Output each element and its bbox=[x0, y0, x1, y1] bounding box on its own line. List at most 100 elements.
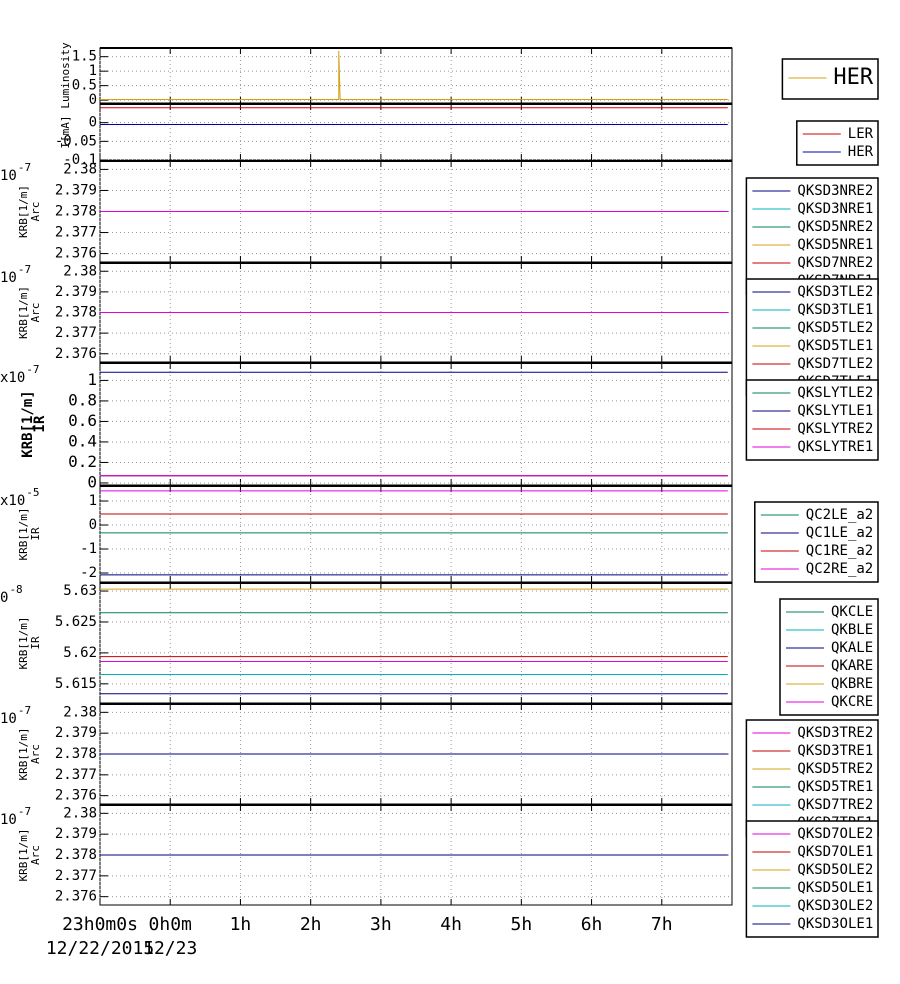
y-tick-label: 2.377 bbox=[55, 325, 97, 341]
y-tick-label: 2.379 bbox=[55, 725, 97, 741]
y-tick-label: 2.376 bbox=[55, 246, 97, 262]
legend-label: QKSLYTRE1 bbox=[797, 439, 873, 455]
y-tick-label: 2.38 bbox=[63, 805, 97, 821]
legend-label: QKBLE bbox=[831, 622, 873, 638]
y-scale-base: 10 bbox=[0, 711, 17, 727]
y-tick-label: 0 bbox=[89, 115, 97, 131]
legend-box bbox=[779, 598, 879, 716]
y-axis-label: KRB[1/m] bbox=[17, 617, 30, 670]
y-scale-base: 10 bbox=[0, 270, 17, 286]
y-tick-label: 1 bbox=[87, 370, 97, 389]
legend-box bbox=[745, 278, 879, 396]
y-tick-label: 0 bbox=[89, 92, 97, 108]
legend-label: QKSD5OLE1 bbox=[797, 880, 873, 896]
y-axis-label: KRB[1/m] bbox=[20, 390, 36, 457]
legend-label: QC2LE_a2 bbox=[806, 507, 873, 523]
y-tick-label: 0.6 bbox=[68, 411, 97, 430]
y-tick-label: 2.378 bbox=[55, 746, 97, 762]
x-tick-label: 23h0m0s bbox=[62, 914, 138, 935]
legend-label: QKSD5NRE2 bbox=[797, 219, 873, 235]
y-scale-exponent: -7 bbox=[18, 805, 31, 818]
x-tick-label: 2h bbox=[300, 914, 322, 935]
y-tick-label: 2.379 bbox=[55, 182, 97, 198]
y-tick-label: 2.379 bbox=[55, 284, 97, 300]
legend: HER bbox=[781, 58, 879, 100]
y-tick-label: 0.2 bbox=[68, 452, 97, 471]
legend: QKSD3TRE2 QKSD3TRE1 QKSD5TRE2 QKSD5TRE1 QKSD… bbox=[745, 719, 879, 837]
y-axis-label: I[mA] bbox=[59, 115, 72, 148]
legend-box bbox=[745, 719, 879, 837]
y-tick-label: 5.625 bbox=[55, 614, 97, 630]
x-tick-label: 0h0m bbox=[149, 914, 192, 935]
legend-label: QKSD5TLE1 bbox=[797, 338, 873, 354]
y-tick-label: 1 bbox=[89, 493, 97, 509]
y-axis-label: KRB[1/m] bbox=[17, 286, 30, 339]
legend-label: HER bbox=[848, 144, 874, 160]
series-line bbox=[100, 50, 728, 101]
y-scale-exponent: -7 bbox=[18, 263, 31, 276]
y-axis-label: Arc bbox=[29, 303, 42, 323]
x-tick-label: 1h bbox=[230, 914, 252, 935]
legend-label: QKALE bbox=[831, 640, 873, 656]
legend-label: QKARE bbox=[831, 658, 873, 674]
y-tick-label: 0.4 bbox=[68, 431, 97, 450]
y-tick-label: 1 bbox=[89, 63, 97, 79]
y-scale-base: x10 bbox=[0, 493, 25, 509]
y-tick-label: 5.62 bbox=[63, 645, 97, 661]
legend-label: QKSLYTRE2 bbox=[797, 421, 873, 437]
legend: LER HER bbox=[796, 120, 879, 166]
y-tick-label: 2.379 bbox=[55, 826, 97, 842]
x-tick-label: 6h bbox=[581, 914, 603, 935]
legend: QKSD7OLE2 QKSD7OLE1 QKSD5OLE2 QKSD5OLE1 QKSD… bbox=[745, 820, 879, 938]
y-axis-label: Luminosity bbox=[59, 42, 72, 109]
legend-label: QKSLYTLE2 bbox=[797, 385, 873, 401]
y-tick-label: 2.377 bbox=[55, 868, 97, 884]
y-tick-label: 2.376 bbox=[55, 889, 97, 905]
y-axis-label: KRB[1/m] bbox=[17, 829, 30, 882]
plot-area bbox=[99, 362, 733, 486]
y-tick-label: 2.377 bbox=[55, 767, 97, 783]
legend-label: LER bbox=[848, 126, 874, 142]
y-axis-label: IR bbox=[29, 636, 42, 650]
y-scale-exponent: -7 bbox=[18, 161, 31, 174]
y-scale-exponent: -8 bbox=[9, 583, 22, 596]
y-axis-label: Arc bbox=[29, 744, 42, 764]
legend-box bbox=[796, 120, 879, 166]
legend-box bbox=[745, 177, 879, 295]
plot-area bbox=[99, 103, 733, 161]
legend-label: QKSD5TRE2 bbox=[797, 761, 873, 777]
legend-label: HER bbox=[833, 65, 873, 90]
y-tick-label: -0.05 bbox=[55, 133, 97, 149]
legend-label: QKSLYTLE1 bbox=[797, 403, 873, 419]
legend-label: QKSD5OLE2 bbox=[797, 862, 873, 878]
y-tick-label: 2.378 bbox=[55, 305, 97, 321]
legend-label: QKSD3TLE1 bbox=[797, 302, 873, 318]
y-scale-exponent: -5 bbox=[26, 486, 39, 499]
y-tick-label: 2.378 bbox=[55, 204, 97, 220]
y-tick-label: 0 bbox=[89, 517, 97, 533]
y-tick-label: 0.8 bbox=[68, 390, 97, 409]
legend-label: QKSD3TRE2 bbox=[797, 725, 873, 741]
legend: QKSD3TLE2 QKSD3TLE1 QKSD5TLE2 QKSD5TLE1 QKSD… bbox=[745, 278, 879, 396]
y-axis-label: IR bbox=[29, 527, 42, 541]
legend-label: QC1RE_a2 bbox=[806, 543, 873, 559]
x-tick-label: 7h bbox=[651, 914, 673, 935]
y-tick-label: -0.1 bbox=[63, 152, 97, 168]
legend-label: QKSD3TLE2 bbox=[797, 284, 873, 300]
legend-label: QKSD5TRE1 bbox=[797, 779, 873, 795]
legend-box bbox=[745, 820, 879, 938]
y-tick-label: 0 bbox=[87, 472, 97, 491]
y-tick-label: 2.38 bbox=[63, 263, 97, 279]
legend-label: QKSD3NRE1 bbox=[797, 201, 873, 217]
y-axis-label: KRB[1/m] bbox=[17, 508, 30, 561]
legend-label: QKSD3OLE2 bbox=[797, 898, 873, 914]
legend: QKSD3NRE2 QKSD3NRE1 QKSD5NRE2 QKSD5NRE1 QKSD… bbox=[745, 177, 879, 295]
y-scale-base: 0 bbox=[0, 590, 8, 606]
legend-label: QKCLE bbox=[831, 604, 873, 620]
plot-area bbox=[99, 582, 733, 704]
x-date-label: 12/22/2015 bbox=[46, 938, 154, 959]
y-axis-label: Arc bbox=[29, 845, 42, 865]
y-tick-label: 2.376 bbox=[55, 788, 97, 804]
